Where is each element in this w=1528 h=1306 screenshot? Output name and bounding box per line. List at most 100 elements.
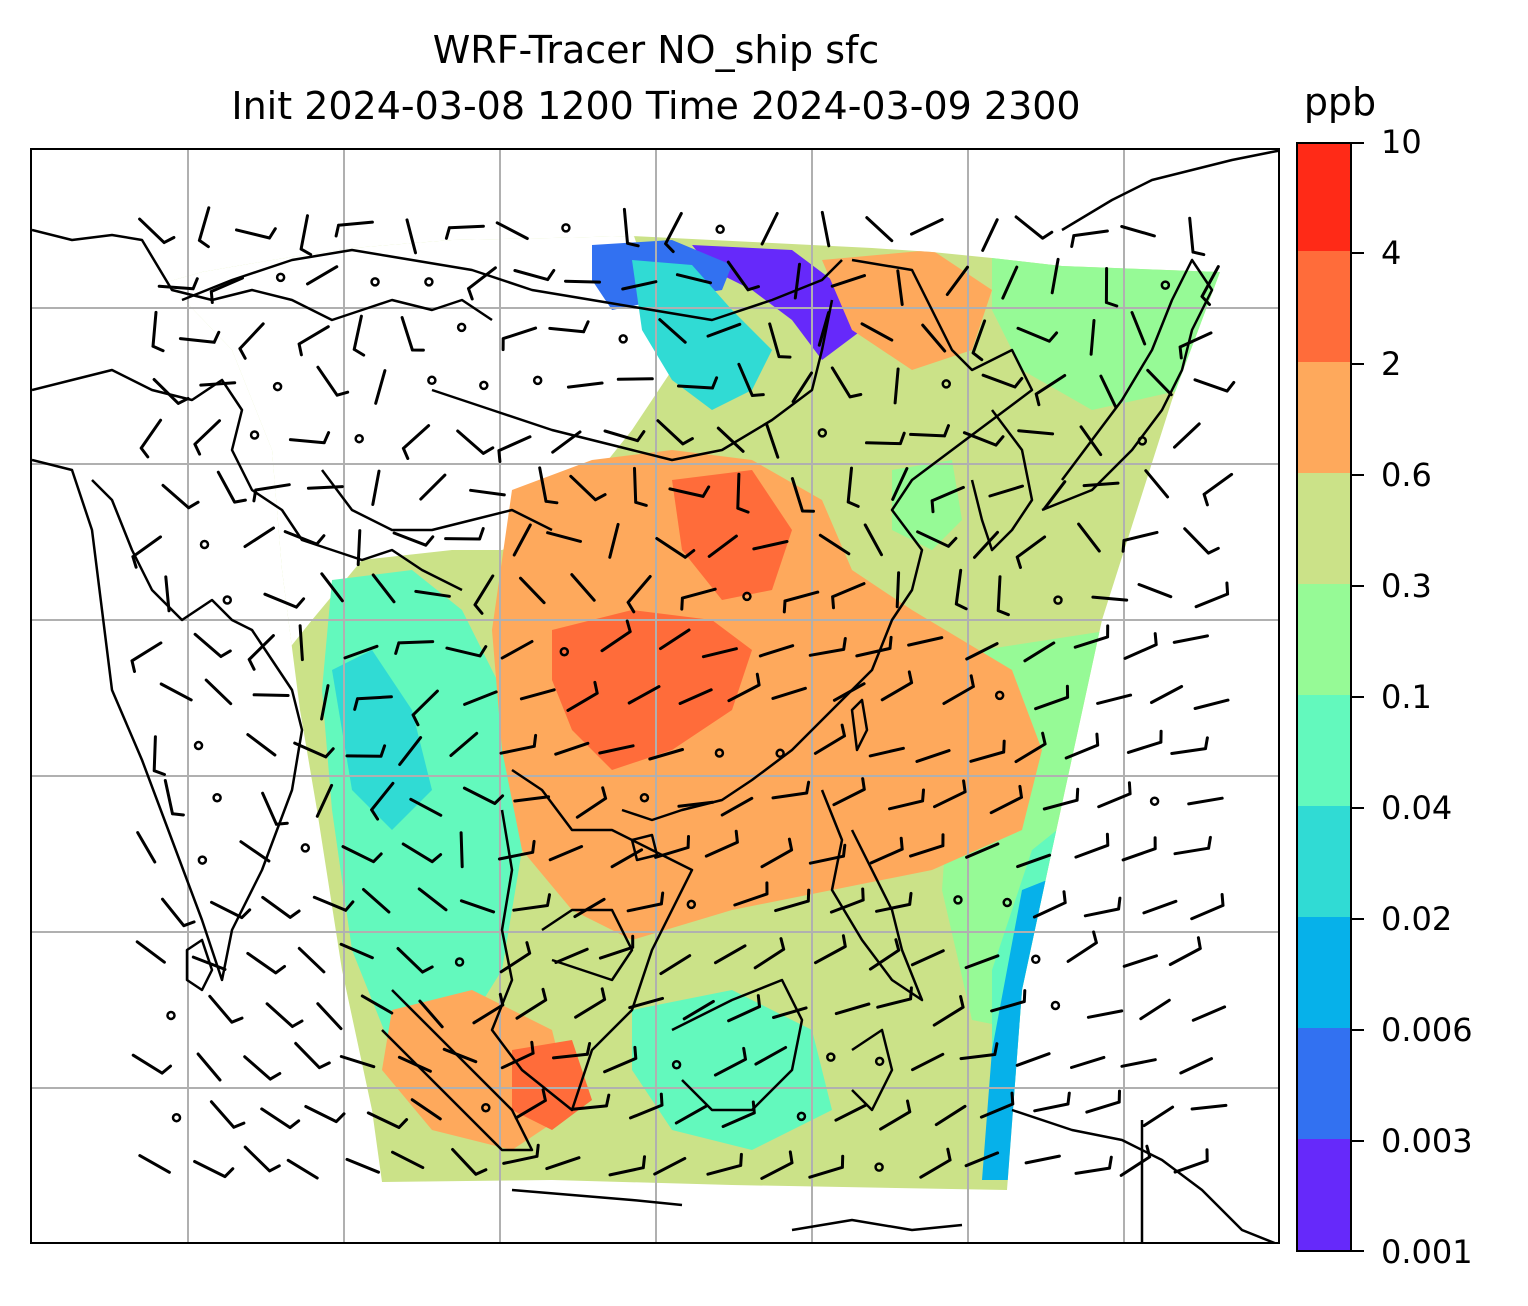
wind-barb bbox=[306, 265, 339, 286]
wind-barb bbox=[495, 221, 529, 240]
calm-wind-marker bbox=[1002, 897, 1012, 908]
wind-barb bbox=[164, 575, 171, 613]
wind-barb bbox=[571, 1093, 611, 1111]
wind-barb bbox=[151, 310, 165, 353]
wind-barb bbox=[973, 530, 999, 559]
wind-barb bbox=[299, 214, 313, 256]
wind-barb bbox=[500, 1040, 535, 1070]
wind-barb bbox=[616, 377, 654, 381]
wind-barb bbox=[138, 217, 176, 245]
coast-java bbox=[511, 1188, 683, 1207]
wind-barb bbox=[131, 535, 162, 569]
wind-barb bbox=[304, 1105, 346, 1124]
wind-barb bbox=[339, 942, 374, 960]
wind-barb bbox=[1178, 331, 1213, 360]
calm-wind-marker bbox=[671, 1060, 682, 1070]
wind-barb bbox=[1042, 480, 1067, 511]
wind-barb bbox=[442, 1047, 478, 1064]
wind-barb bbox=[1015, 535, 1047, 569]
wind-barb bbox=[933, 779, 967, 809]
wind-barb bbox=[668, 485, 711, 498]
colorbar-tick bbox=[1352, 696, 1364, 698]
coast-new-guinea bbox=[1011, 1108, 1276, 1242]
wind-barb bbox=[462, 786, 505, 805]
wind-barb bbox=[152, 378, 190, 405]
wind-barb bbox=[855, 635, 893, 658]
calm-wind-marker bbox=[532, 375, 543, 386]
wind-barb bbox=[888, 788, 925, 811]
wind-barb bbox=[790, 477, 815, 513]
wind-barb bbox=[1089, 319, 1096, 356]
wind-barb bbox=[990, 989, 1027, 1013]
wind-barb bbox=[405, 218, 417, 255]
wind-barb bbox=[971, 319, 987, 362]
wind-barb bbox=[726, 260, 760, 292]
wind-barb bbox=[456, 429, 495, 455]
wind-barb bbox=[451, 1148, 488, 1176]
wind-barb bbox=[1096, 693, 1133, 705]
wind-barb bbox=[396, 947, 434, 974]
wind-barb bbox=[293, 741, 335, 759]
wind-barb bbox=[459, 831, 464, 869]
wind-barb bbox=[830, 274, 866, 288]
wind-barb bbox=[131, 1053, 172, 1075]
wind-barb bbox=[1170, 736, 1209, 755]
wind-barb bbox=[449, 731, 479, 757]
wind-barb bbox=[260, 1107, 301, 1130]
wind-barb bbox=[315, 783, 334, 818]
colorbar-tick-label: 10 bbox=[1381, 123, 1422, 161]
wind-barb bbox=[1168, 936, 1202, 966]
colorbar-tick bbox=[1352, 363, 1364, 365]
wind-barb bbox=[418, 999, 444, 1029]
colorbar-tick-label: 0.1 bbox=[1381, 678, 1432, 716]
colorbar-segment bbox=[1298, 250, 1350, 362]
calm-wind-marker bbox=[479, 380, 489, 391]
colorbar-tick bbox=[1352, 1250, 1364, 1252]
calm-wind-marker bbox=[1031, 954, 1041, 964]
wind-barb bbox=[1172, 634, 1209, 644]
wind-barb bbox=[138, 1154, 171, 1174]
wind-barb bbox=[808, 843, 847, 865]
wind-barb bbox=[209, 276, 244, 304]
calm-wind-marker bbox=[275, 272, 286, 283]
wind-barb bbox=[865, 431, 906, 446]
wind-barb bbox=[674, 1104, 708, 1125]
wind-barb bbox=[771, 686, 807, 700]
wind-barb bbox=[989, 784, 1023, 815]
wind-barb bbox=[374, 369, 387, 405]
calm-wind-marker bbox=[456, 322, 467, 333]
field-cyan-west bbox=[332, 650, 432, 830]
wind-barb bbox=[400, 316, 425, 352]
wind-barb bbox=[371, 469, 381, 506]
wind-barb bbox=[704, 829, 739, 858]
wind-barb bbox=[261, 791, 289, 826]
colorbar-tick bbox=[1352, 807, 1364, 809]
wind-barb bbox=[831, 582, 866, 610]
wind-barb bbox=[706, 322, 742, 338]
colorbar-segment bbox=[1298, 472, 1350, 584]
wind-barb bbox=[467, 266, 497, 301]
wind-barb bbox=[1074, 1155, 1113, 1175]
wind-barb bbox=[208, 994, 244, 1024]
wind-barb bbox=[598, 744, 635, 755]
wind-barb bbox=[252, 483, 291, 503]
wind-barb bbox=[930, 485, 965, 514]
wind-barb bbox=[306, 485, 344, 490]
wind-barb bbox=[343, 644, 379, 660]
wind-barb bbox=[1193, 698, 1230, 710]
colorbar-tick bbox=[1352, 1029, 1364, 1031]
wind-barb bbox=[701, 647, 738, 659]
wind-barb bbox=[1122, 954, 1158, 968]
wind-barb bbox=[445, 645, 488, 658]
wind-barb bbox=[286, 1158, 319, 1180]
wind-barb bbox=[1200, 265, 1220, 306]
colorbar-tick bbox=[1352, 585, 1364, 587]
wind-barb bbox=[868, 746, 905, 758]
wind-barb bbox=[921, 323, 947, 353]
calm-wind-marker bbox=[193, 740, 204, 751]
wind-barb bbox=[736, 472, 750, 514]
wind-barb bbox=[566, 381, 604, 389]
calm-wind-marker bbox=[1160, 280, 1171, 290]
colorbar-tick bbox=[1352, 918, 1364, 920]
wind-barb bbox=[910, 949, 945, 967]
